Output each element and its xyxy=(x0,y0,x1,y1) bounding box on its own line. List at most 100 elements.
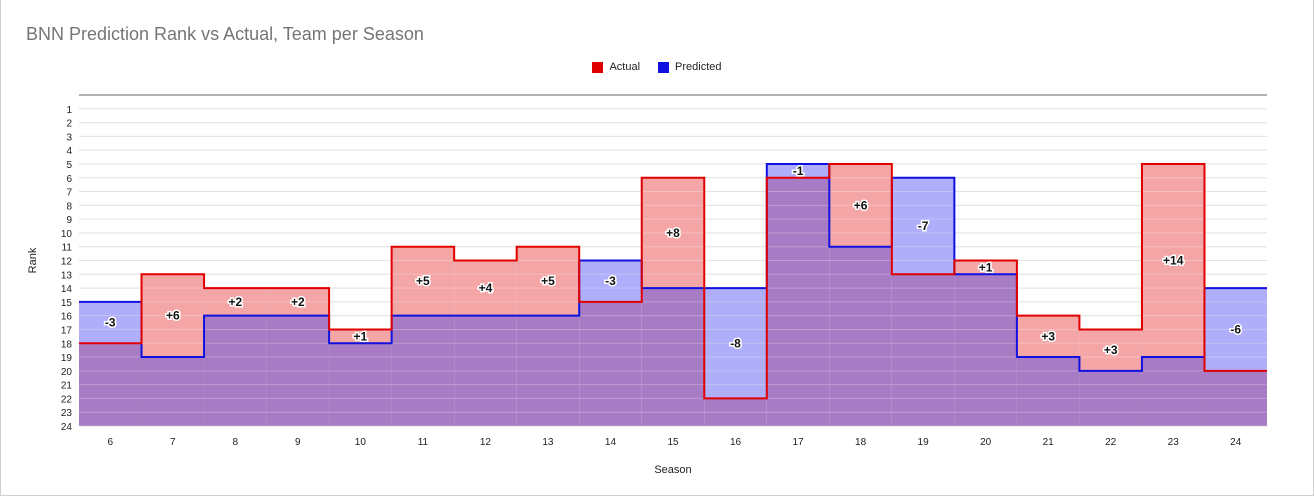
difference-annotation: +6 xyxy=(166,309,180,323)
difference-annotation: -1 xyxy=(793,164,804,178)
y-tick-label: 11 xyxy=(62,243,73,254)
y-tick-label: 14 xyxy=(61,284,73,295)
y-tick-label: 6 xyxy=(66,174,72,185)
y-tick-label: 19 xyxy=(61,353,73,364)
actual-fill-segment xyxy=(641,177,705,289)
y-tick-label: 1 xyxy=(66,105,72,116)
x-tick-label: 19 xyxy=(918,437,930,448)
difference-annotation: +8 xyxy=(666,226,680,240)
predicted-fill-segment xyxy=(1204,288,1267,371)
actual-fill-segment xyxy=(1016,315,1080,358)
predicted-fill-segment xyxy=(579,260,642,302)
difference-annotation: -3 xyxy=(105,316,116,330)
actual-fill-segment xyxy=(829,163,892,247)
difference-annotation: +5 xyxy=(416,274,430,288)
chart-legend: Actual Predicted xyxy=(0,58,1314,76)
y-tick-label: 15 xyxy=(61,298,73,309)
overlap-fill-segment xyxy=(829,246,892,426)
x-axis-label: Season xyxy=(654,464,691,476)
predicted-fill-segment xyxy=(891,177,955,275)
x-tick-label: 15 xyxy=(667,437,679,448)
x-tick-label: 24 xyxy=(1230,437,1242,448)
x-tick-label: 13 xyxy=(542,437,554,448)
y-tick-label: 9 xyxy=(66,215,72,226)
x-tick-label: 9 xyxy=(295,437,301,448)
legend-swatch-predicted xyxy=(658,61,670,73)
predicted-fill-segment xyxy=(704,288,767,399)
overlap-fill-segment xyxy=(1141,357,1205,426)
y-tick-label: 13 xyxy=(61,270,73,281)
difference-annotation: +1 xyxy=(354,329,368,343)
overlap-fill-segment xyxy=(329,343,392,426)
predicted-fill-segment xyxy=(766,163,830,178)
difference-annotation: -3 xyxy=(605,274,616,288)
actual-fill-segment xyxy=(204,288,267,316)
predicted-series-line xyxy=(79,162,1267,372)
actual-fill-segment xyxy=(454,260,517,316)
overlap-fill-segment xyxy=(1016,357,1080,426)
x-tick-label: 10 xyxy=(355,437,367,448)
x-tick-label: 14 xyxy=(605,437,617,448)
overlap-fill-segment xyxy=(454,315,517,426)
x-tick-label: 22 xyxy=(1105,437,1117,448)
predicted-fill-segment xyxy=(79,301,142,344)
x-tick-label: 6 xyxy=(107,437,113,448)
y-tick-label: 2 xyxy=(66,119,72,130)
difference-annotation: +2 xyxy=(291,295,305,309)
difference-annotation: +1 xyxy=(979,260,993,274)
overlap-fill-segment xyxy=(1204,370,1267,426)
y-tick-label: 21 xyxy=(61,381,73,392)
difference-annotation: -8 xyxy=(730,336,741,350)
y-tick-label: 12 xyxy=(61,257,73,268)
y-tick-label: 16 xyxy=(61,312,73,323)
difference-annotation: +6 xyxy=(854,198,868,212)
difference-annotation: +3 xyxy=(1041,329,1055,343)
actual-fill-segment xyxy=(266,288,330,316)
overlap-fill-segment xyxy=(141,357,205,426)
x-tick-label: 20 xyxy=(980,437,992,448)
x-tick-label: 23 xyxy=(1168,437,1180,448)
y-tick-label: 3 xyxy=(66,132,72,143)
y-tick-label: 10 xyxy=(61,229,73,240)
y-tick-label: 22 xyxy=(61,394,73,405)
y-tick-label: 7 xyxy=(66,188,72,199)
overlap-fill-segment xyxy=(391,315,455,426)
x-tick-label: 8 xyxy=(233,437,239,448)
actual-fill-segment xyxy=(1141,163,1205,358)
overlap-fill-segment xyxy=(954,274,1017,426)
y-tick-label: 17 xyxy=(61,325,73,336)
actual-fill-segment xyxy=(329,329,392,344)
actual-fill-segment xyxy=(141,274,205,358)
legend-swatch-actual xyxy=(592,61,604,73)
legend-item-predicted[interactable]: Predicted xyxy=(658,61,722,73)
x-tick-label: 16 xyxy=(730,437,742,448)
overlap-fill-segment xyxy=(204,315,267,426)
difference-annotation: +14 xyxy=(1163,254,1184,268)
overlap-fill-segment xyxy=(516,315,580,426)
difference-annotation: +3 xyxy=(1104,343,1118,357)
overlap-fill-segment xyxy=(641,288,705,426)
chart-title: BNN Prediction Rank vs Actual, Team per … xyxy=(26,24,424,44)
difference-annotation: -6 xyxy=(1230,322,1241,336)
x-tick-label: 11 xyxy=(418,437,429,448)
y-axis-label: Rank xyxy=(27,247,39,273)
actual-fill-segment xyxy=(391,246,455,316)
difference-annotation: +2 xyxy=(228,295,242,309)
difference-annotation: +4 xyxy=(479,281,493,295)
overlap-fill-segment xyxy=(579,301,642,426)
actual-fill-segment xyxy=(1079,329,1142,371)
actual-series-line xyxy=(79,162,1267,400)
y-tick-label: 8 xyxy=(66,201,72,212)
legend-item-actual[interactable]: Actual xyxy=(592,61,640,73)
y-tick-label: 24 xyxy=(61,422,73,433)
overlap-fill-segment xyxy=(891,274,955,426)
overlap-fill-segment xyxy=(266,315,330,426)
x-tick-label: 18 xyxy=(855,437,867,448)
actual-fill-segment xyxy=(516,246,580,316)
y-tick-label: 23 xyxy=(61,408,73,419)
legend-label-actual: Actual xyxy=(609,61,641,73)
x-tick-label: 7 xyxy=(170,437,176,448)
x-tick-label: 21 xyxy=(1043,437,1055,448)
x-tick-label: 12 xyxy=(480,437,492,448)
y-tick-label: 5 xyxy=(66,160,72,171)
